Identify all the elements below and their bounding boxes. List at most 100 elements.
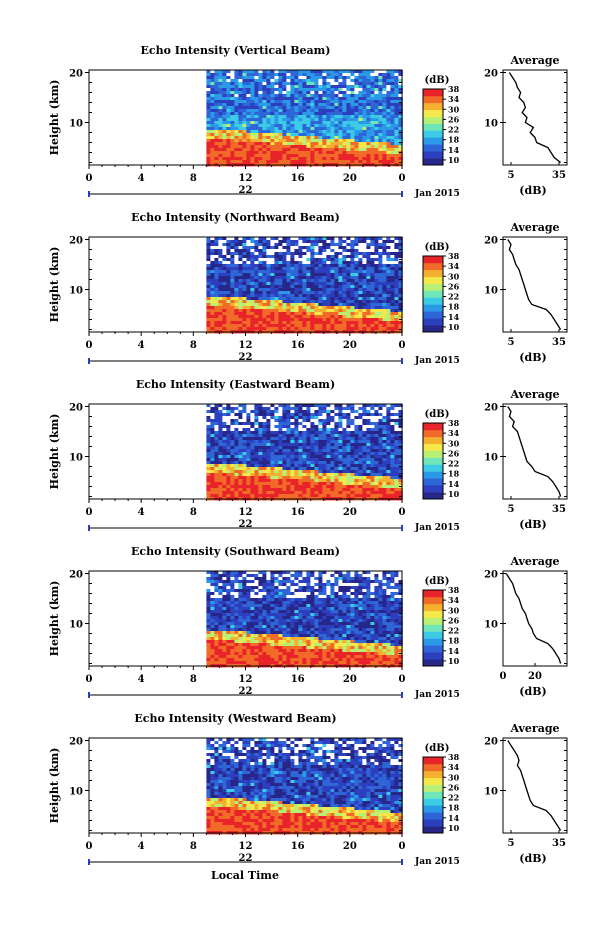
- heatmap-cell: [370, 288, 374, 291]
- heatmap-cell: [366, 416, 370, 419]
- heatmap-cell: [326, 318, 330, 321]
- heatmap-cell: [278, 321, 282, 324]
- heatmap-cell: [286, 443, 290, 446]
- heatmap-cell: [226, 246, 230, 249]
- heatmap-cell: [314, 419, 318, 422]
- heatmap-cell: [262, 476, 266, 479]
- heatmap-cell: [242, 306, 246, 309]
- heatmap-cell: [342, 154, 346, 157]
- heatmap-cell: [370, 327, 374, 330]
- heatmap-cell: [382, 303, 386, 306]
- heatmap-cell: [318, 285, 322, 288]
- heatmap-cell: [370, 437, 374, 440]
- heatmap-cell: [322, 428, 326, 431]
- heatmap-cell: [394, 94, 398, 97]
- heatmap-cell: [270, 267, 274, 270]
- heatmap-cell: [386, 300, 390, 303]
- heatmap-cell: [226, 309, 230, 312]
- heatmap-cell: [298, 452, 302, 455]
- heatmap-cell: [270, 118, 274, 121]
- heatmap-cell: [242, 470, 246, 473]
- heatmap-cell: [322, 476, 326, 479]
- heatmap-cell: [274, 446, 278, 449]
- heatmap-cell: [242, 446, 246, 449]
- heatmap-cell: [206, 285, 210, 288]
- heatmap-cell: [390, 452, 394, 455]
- heatmap-cell: [382, 70, 386, 73]
- heatmap-cell: [254, 103, 258, 106]
- heatmap-cell: [214, 455, 218, 458]
- heatmap-cell: [274, 419, 278, 422]
- heatmap-cell: [362, 419, 366, 422]
- heatmap-cell: [262, 142, 266, 145]
- heatmap-cell: [362, 112, 366, 115]
- heatmap-cell: [270, 160, 274, 163]
- heatmap-cell: [338, 103, 342, 106]
- heatmap-cell: [242, 449, 246, 452]
- heatmap-cell: [230, 461, 234, 464]
- heatmap-cell: [238, 434, 242, 437]
- heatmap-cell: [358, 118, 362, 121]
- heatmap-cell: [266, 491, 270, 494]
- heatmap-cell: [374, 243, 378, 246]
- heatmap-cell: [262, 270, 266, 273]
- heatmap-cell: [354, 440, 358, 443]
- heatmap-cell: [314, 127, 318, 130]
- heatmap-cell: [362, 255, 366, 258]
- heatmap-cell: [266, 327, 270, 330]
- heatmap-cell: [282, 413, 286, 416]
- heatmap-cell: [222, 82, 226, 85]
- heatmap-cell: [306, 303, 310, 306]
- heatmap-cell: [242, 443, 246, 446]
- heatmap-cell: [330, 237, 334, 240]
- heatmap-cell: [214, 309, 218, 312]
- heatmap-cell: [290, 261, 294, 264]
- heatmap-cell: [290, 139, 294, 142]
- heatmap-cell: [378, 267, 382, 270]
- heatmap-cell: [314, 70, 318, 73]
- heatmap-cell: [302, 458, 306, 461]
- heatmap-cell: [350, 145, 354, 148]
- heatmap-cell: [274, 279, 278, 282]
- heatmap-cell: [358, 121, 362, 124]
- heatmap-cell: [318, 491, 322, 494]
- heatmap-cell: [290, 249, 294, 252]
- heatmap-cell: [322, 452, 326, 455]
- heatmap-cell: [306, 267, 310, 270]
- heatmap-cell: [246, 106, 250, 109]
- heatmap-cell: [282, 476, 286, 479]
- heatmap-cell: [222, 312, 226, 315]
- heatmap-cell: [346, 476, 350, 479]
- heatmap-cell: [266, 100, 270, 103]
- heatmap-cell: [346, 100, 350, 103]
- heatmap-cell: [274, 470, 278, 473]
- heatmap-cell: [318, 422, 322, 425]
- heatmap-cell: [390, 91, 394, 94]
- heatmap-cell: [274, 318, 278, 321]
- heatmap-cell: [238, 70, 242, 73]
- heatmap-cell: [318, 431, 322, 434]
- heatmap-cell: [326, 79, 330, 82]
- heatmap-cell: [374, 488, 378, 491]
- heatmap-cell: [266, 440, 270, 443]
- heatmap-cell: [322, 300, 326, 303]
- heatmap-cell: [314, 121, 318, 124]
- heatmap-cell: [354, 434, 358, 437]
- heatmap-cell: [210, 133, 214, 136]
- heatmap-cell: [302, 327, 306, 330]
- heatmap-cell: [338, 100, 342, 103]
- heatmap-cell: [298, 419, 302, 422]
- heatmap-cell: [294, 252, 298, 255]
- heatmap-cell: [210, 416, 214, 419]
- heatmap-cell: [254, 479, 258, 482]
- heatmap-cell: [214, 410, 218, 413]
- heatmap-cell: [246, 437, 250, 440]
- heatmap-cell: [314, 315, 318, 318]
- heatmap-cell: [370, 306, 374, 309]
- heatmap-cell: [282, 136, 286, 139]
- heatmap-cell: [362, 73, 366, 76]
- heatmap-cell: [294, 428, 298, 431]
- heatmap-cell: [242, 482, 246, 485]
- heatmap-cell: [210, 100, 214, 103]
- heatmap-cell: [266, 425, 270, 428]
